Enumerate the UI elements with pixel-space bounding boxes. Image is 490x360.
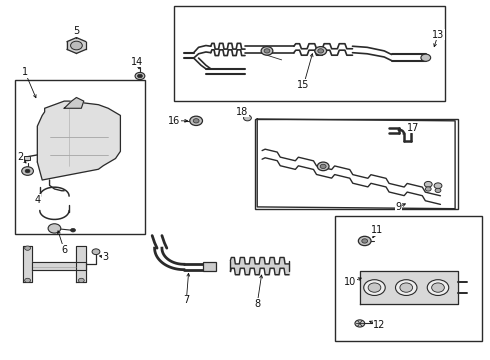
Polygon shape [64,98,84,108]
Polygon shape [37,101,121,180]
Bar [174,6,445,101]
Bar [15,80,145,234]
Circle shape [48,224,61,233]
Text: 2: 2 [17,152,24,162]
Text: 14: 14 [131,57,144,67]
Circle shape [71,41,82,50]
Text: 4: 4 [34,195,40,205]
Circle shape [425,187,431,191]
Circle shape [78,278,84,283]
Polygon shape [76,246,86,282]
Circle shape [368,283,381,292]
Text: 1: 1 [22,67,28,77]
Circle shape [261,46,273,55]
Text: 9: 9 [396,202,402,212]
Circle shape [434,183,442,189]
Circle shape [421,54,431,61]
Polygon shape [23,246,32,282]
Text: 5: 5 [74,26,79,36]
Text: 12: 12 [373,320,386,330]
Circle shape [193,119,199,123]
Text: 16: 16 [168,116,180,126]
Circle shape [364,280,385,296]
Circle shape [22,167,33,175]
Bar [24,156,30,160]
Circle shape [315,46,327,55]
Polygon shape [67,38,86,53]
Text: 8: 8 [254,299,260,309]
Polygon shape [32,262,86,270]
Circle shape [400,283,413,292]
Circle shape [424,181,432,187]
Text: 18: 18 [237,107,249,117]
Circle shape [427,280,449,296]
Circle shape [24,246,30,250]
Bar [335,216,482,341]
Circle shape [318,49,324,53]
Circle shape [362,239,368,243]
Text: 13: 13 [432,30,444,40]
Text: 15: 15 [297,80,310,90]
Circle shape [358,236,371,246]
Circle shape [244,115,251,121]
Text: 17: 17 [407,123,420,133]
Circle shape [92,249,100,255]
Text: 10: 10 [344,277,356,287]
Circle shape [355,320,365,327]
Circle shape [395,280,417,296]
Circle shape [135,72,145,80]
Text: 7: 7 [183,295,190,305]
Text: 6: 6 [61,245,67,255]
Bar [255,119,458,209]
Bar [203,262,216,271]
Text: 11: 11 [371,225,383,235]
Circle shape [25,169,30,173]
Circle shape [435,188,441,193]
Circle shape [320,164,326,168]
Circle shape [432,283,444,292]
Circle shape [264,49,270,53]
Text: 3: 3 [103,252,109,262]
Circle shape [138,74,143,78]
Circle shape [71,228,75,232]
Circle shape [190,116,202,126]
Polygon shape [360,271,458,304]
Circle shape [318,162,329,171]
Circle shape [24,278,30,283]
